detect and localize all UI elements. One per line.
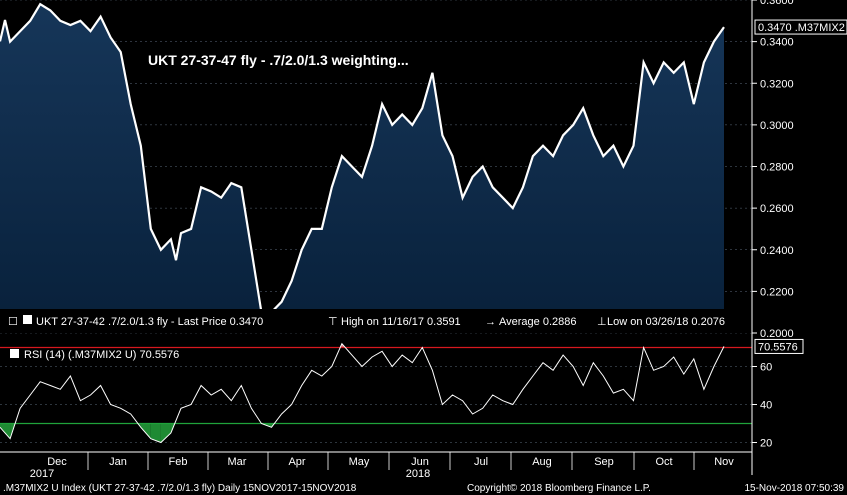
price-tick-label: 0.2200 <box>760 286 794 298</box>
x-month-label: Nov <box>714 456 734 468</box>
x-axis: Dec Jan Feb Mar Apr May Jun Jul Aug Sep Oct Nov 2017… <box>0 451 752 480</box>
high-marker-icon: ⊤ <box>328 316 338 328</box>
price-tick-label: 0.2000 <box>760 328 794 340</box>
price-y-axis: 0.2000 0.2200 0.2400 0.2600 0.2800 0.3000 0.32… <box>752 0 794 340</box>
price-tick-label: 0.2600 <box>760 203 794 215</box>
x-month-label: Dec <box>47 456 67 468</box>
x-month-label: Feb <box>169 456 188 468</box>
price-tick-label: 0.2400 <box>760 245 794 257</box>
rsi-grid <box>0 366 752 443</box>
rsi-oversold-fill <box>140 423 151 439</box>
price-legend: ☐ UKT 27-37-42 .7/2.0/1.3 fly - Last Pri… <box>0 309 752 333</box>
x-month-label: Aug <box>532 456 552 468</box>
rsi-oversold-fill <box>150 423 161 443</box>
price-last-value-tag: 0.3470 .M37MIX2 <box>754 19 847 35</box>
rsi-legend: RSI (14) (.M37MIX2 U) 70.5576 <box>24 349 179 361</box>
legend-low: Low on 03/26/18 0.2076 <box>607 316 725 328</box>
rsi-panel: 20 40 60 70.5576 RSI (14) (.M37MIX2 U) 70.… <box>0 338 804 450</box>
x-year-label: 2017 <box>30 468 54 480</box>
x-year-label: 2018 <box>406 468 430 480</box>
rsi-legend-swatch <box>10 349 19 358</box>
price-tick-label: 0.2800 <box>760 162 794 174</box>
rsi-y-axis: 20 40 60 <box>752 362 772 450</box>
rsi-plot-bg <box>0 338 752 450</box>
rsi-tick-label: 20 <box>760 438 772 450</box>
x-month-label: Sep <box>594 456 614 468</box>
x-month-label: Jul <box>474 456 488 468</box>
x-month-label: Apr <box>288 456 305 468</box>
x-month-label: Jan <box>109 456 127 468</box>
rsi-oversold-fill <box>0 423 11 439</box>
rsi-tick-label: 40 <box>760 400 772 412</box>
rsi-last-value-tag: 70.5576 <box>754 338 804 354</box>
price-tick-label: 0.3600 <box>760 0 794 7</box>
price-tick-label: 0.3400 <box>760 37 794 49</box>
price-tick-label: 0.3000 <box>760 120 794 132</box>
price-last-value-label: 0.3470 .M37MIX2 <box>758 22 845 34</box>
legend-bg <box>0 309 752 333</box>
low-marker-icon: ⊥ <box>597 316 607 328</box>
rsi-oversold-fill <box>160 423 171 443</box>
price-tick-label: 0.3200 <box>760 78 794 90</box>
footer-bar <box>0 479 847 495</box>
x-month-label: Mar <box>228 456 247 468</box>
rsi-line <box>0 342 725 444</box>
x-month-label: May <box>349 456 370 468</box>
legend-swatch <box>23 315 32 324</box>
price-line <box>0 2 725 314</box>
footer-timestamp: 15-Nov-2018 07:50:39 <box>744 483 844 494</box>
price-panel: 0.2000 0.2200 0.2400 0.2600 0.2800 0.3000 0.32… <box>0 0 847 340</box>
price-area <box>0 4 724 333</box>
legend-average: Average 0.2886 <box>499 316 576 328</box>
footer-copyright: Copyright© 2018 Bloomberg Finance L.P. <box>467 483 651 494</box>
price-last-value-box <box>754 19 847 35</box>
legend-box-icon: ☐ <box>8 316 18 328</box>
rsi-last-value-box <box>754 338 804 354</box>
rsi-last-value-label: 70.5576 <box>758 341 798 353</box>
x-month-label: Oct <box>655 456 672 468</box>
legend-high: High on 11/16/17 0.3591 <box>341 316 461 328</box>
legend-last-price: UKT 27-37-42 .7/2.0/1.3 fly - Last Price… <box>36 316 263 328</box>
rsi-tick-label: 60 <box>760 362 772 374</box>
x-month-label: Jun <box>411 456 429 468</box>
average-marker-icon: → <box>485 316 496 328</box>
footer-index: .M37MIX2 U Index (UKT 27-37-42 .7/2.0/1.… <box>3 483 357 494</box>
chart-title: UKT 27-37-47 fly - .7/2.0/1.3 weighting.… <box>148 52 409 68</box>
